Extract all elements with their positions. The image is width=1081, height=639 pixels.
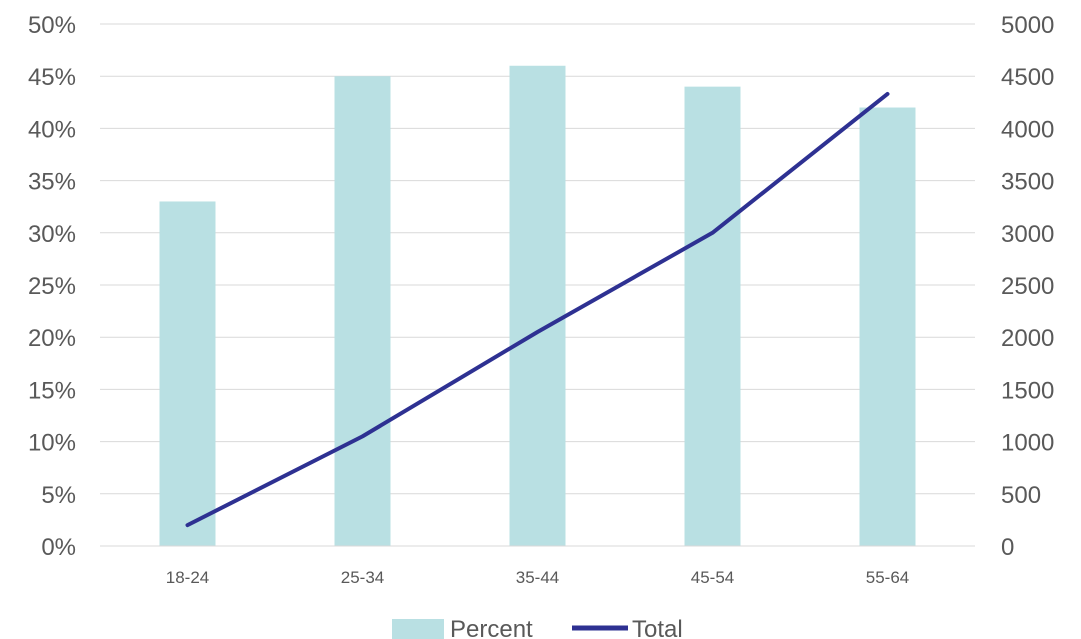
right-tick-label: 0 bbox=[1001, 534, 1014, 561]
legend: Percent Total bbox=[392, 616, 683, 639]
total-line bbox=[185, 91, 890, 528]
bar-percent-18-24 bbox=[159, 201, 216, 547]
right-axis: 0 500 1000 1500 2000 2500 3000 3500 4000 4500 5000 bbox=[1001, 12, 1054, 561]
right-tick-label: 1000 bbox=[1001, 430, 1054, 457]
bar-percent-35-44 bbox=[509, 65, 566, 546]
left-tick-label: 25% bbox=[28, 273, 76, 300]
bar-percent-45-54 bbox=[684, 86, 741, 546]
right-tick-label: 3500 bbox=[1001, 169, 1054, 196]
percent-bars bbox=[159, 65, 916, 547]
bar-percent-25-34 bbox=[334, 76, 391, 546]
left-tick-label: 5% bbox=[41, 482, 76, 509]
left-tick-label: 40% bbox=[28, 116, 76, 143]
left-tick-label: 20% bbox=[28, 325, 76, 352]
legend-label-percent: Percent bbox=[450, 616, 533, 639]
left-tick-label: 15% bbox=[28, 377, 76, 404]
left-axis: 0% 5% 10% 15% 20% 25% 30% 35% 40% 45% 50% bbox=[28, 12, 76, 561]
right-tick-label: 2500 bbox=[1001, 273, 1054, 300]
x-axis: 18-24 25-34 35-44 45-54 55-64 bbox=[100, 545, 975, 587]
left-tick-label: 35% bbox=[28, 169, 76, 196]
left-tick-label: 0% bbox=[41, 534, 76, 561]
right-tick-label: 3000 bbox=[1001, 221, 1054, 248]
left-tick-label: 50% bbox=[28, 12, 76, 39]
left-tick-label: 10% bbox=[28, 430, 76, 457]
right-tick-label: 5000 bbox=[1001, 12, 1054, 39]
x-tick-label: 35-44 bbox=[516, 568, 559, 587]
total-line-layer bbox=[185, 91, 890, 528]
x-tick-label: 25-34 bbox=[341, 568, 384, 587]
right-tick-label: 4500 bbox=[1001, 64, 1054, 91]
bar-percent-55-64 bbox=[859, 107, 916, 547]
x-tick-label: 45-54 bbox=[691, 568, 734, 587]
x-tick-label: 18-24 bbox=[166, 568, 209, 587]
right-tick-label: 1500 bbox=[1001, 377, 1054, 404]
legend-swatch-percent bbox=[392, 619, 444, 639]
right-tick-label: 2000 bbox=[1001, 325, 1054, 352]
right-tick-label: 500 bbox=[1001, 482, 1041, 509]
legend-label-total: Total bbox=[632, 616, 683, 639]
x-tick-label: 55-64 bbox=[866, 568, 909, 587]
right-tick-label: 4000 bbox=[1001, 116, 1054, 143]
left-tick-label: 30% bbox=[28, 221, 76, 248]
left-tick-label: 45% bbox=[28, 64, 76, 91]
